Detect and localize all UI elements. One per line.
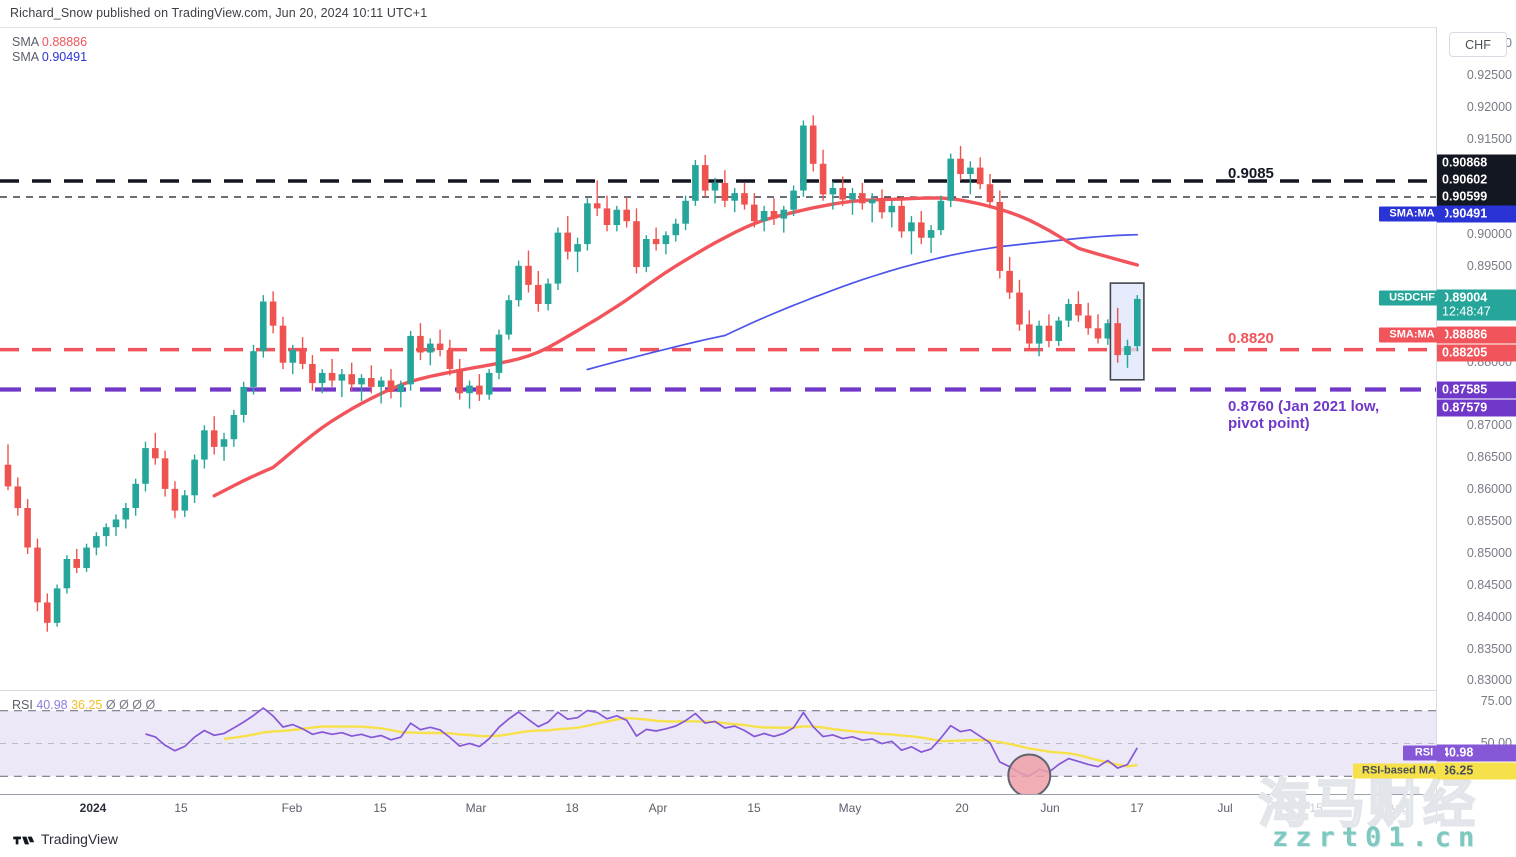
price-plot bbox=[0, 115, 1436, 632]
time-axis-tick: Jul bbox=[1217, 801, 1233, 815]
legend-value-sma-fast: 0.88886 bbox=[41, 35, 88, 49]
tag-90599: 0.90599 bbox=[1437, 188, 1516, 206]
rsi-pane[interactable]: RSI 40.98 36.25 Ø Ø Ø Ø bbox=[0, 690, 1437, 795]
price-axis-tick: 0.83500 bbox=[1466, 641, 1512, 656]
price-axis-tick: 0.84000 bbox=[1466, 609, 1512, 624]
rsi-legend-empty-3: Ø bbox=[132, 698, 143, 712]
support-tag: 0.88205 bbox=[1437, 344, 1516, 362]
high-tag: 0.90868 bbox=[1437, 154, 1516, 172]
attribution-text: Richard_Snow published on TradingView.co… bbox=[10, 6, 428, 20]
time-axis-tick: Apr bbox=[648, 801, 668, 815]
price-axis-tick: 0.86500 bbox=[1466, 450, 1512, 465]
time-axis-tick: Feb bbox=[281, 801, 303, 815]
support-annotation: 0.8820 bbox=[1228, 330, 1274, 347]
time-axis-tick: 17 bbox=[1130, 801, 1144, 815]
tradingview-brand-text: TradingView bbox=[41, 831, 119, 847]
resistance-annotation: 0.9085 bbox=[1228, 165, 1274, 182]
time-axis-tick: May bbox=[838, 801, 862, 815]
time-axis-tick: 15 bbox=[747, 801, 761, 815]
tag-90602: 0.90602 bbox=[1437, 171, 1516, 189]
sma-blue-tag-source: SMA:MA bbox=[1379, 206, 1445, 222]
rsi-legend-value: 40.98 bbox=[36, 698, 68, 712]
sma-blue-tag: 0.90491 bbox=[1437, 205, 1516, 223]
rsi-legend-empty-4: Ø bbox=[145, 698, 156, 712]
price-axis-tick: 0.90000 bbox=[1466, 227, 1512, 242]
tradingview-mark-icon bbox=[13, 836, 35, 845]
rsi-value-tag-source: RSI bbox=[1403, 745, 1445, 761]
price-axis-tick: 0.89500 bbox=[1466, 259, 1512, 274]
rsi-value-tag: 40.98 bbox=[1437, 744, 1516, 762]
last-price-tag: 0.89004 12:48:47 bbox=[1437, 289, 1516, 321]
legend-label-sma-slow: SMA bbox=[12, 50, 39, 64]
last-price-tag-source: USDCHF bbox=[1379, 290, 1445, 306]
pivot-annotation: 0.8760 (Jan 2021 low, pivot point) bbox=[1228, 398, 1380, 432]
footer-bar bbox=[0, 824, 1516, 857]
price-axis-tick: 0.92000 bbox=[1466, 99, 1512, 114]
time-axis[interactable]: 2024 15 Feb 15 Mar 18 Apr 15 May 20 Jun 17 Jul 15 Aug bbox=[0, 795, 1437, 824]
sma-red-tag-source: SMA:MA bbox=[1379, 327, 1445, 343]
rsi-ma-tag: 36.25 bbox=[1437, 762, 1516, 780]
time-axis-tick: 2024 bbox=[79, 801, 107, 815]
price-chart-pane[interactable]: SMA 0.88886 SMA 0.90491 bbox=[0, 27, 1437, 690]
price-axis-tick: 0.87000 bbox=[1466, 418, 1512, 433]
time-axis-tick: Mar bbox=[465, 801, 487, 815]
rsi-legend-ma-value: 36.25 bbox=[71, 698, 103, 712]
time-axis-tick: 15 bbox=[1309, 801, 1323, 815]
rsi-legend-empty-2: Ø bbox=[119, 698, 129, 712]
time-axis-tick: Jun bbox=[1040, 801, 1060, 815]
rsi-legend: RSI 40.98 36.25 Ø Ø Ø Ø bbox=[12, 698, 155, 713]
currency-badge[interactable]: CHF bbox=[1449, 32, 1507, 57]
rsi-ma-tag-source: RSI-based MA bbox=[1353, 763, 1445, 779]
price-axis-tick: 0.85500 bbox=[1466, 514, 1512, 529]
time-axis-tick: 18 bbox=[565, 801, 579, 815]
price-axis-tick: 0.85000 bbox=[1466, 545, 1512, 560]
sma-red-tag: 0.88886 bbox=[1437, 326, 1516, 344]
rsi-legend-empty-1: Ø bbox=[105, 698, 116, 712]
legend-label-sma-fast: SMA bbox=[12, 35, 39, 49]
time-axis-tick: Aug bbox=[1387, 801, 1409, 815]
rsi-axis[interactable]: 75.00 50.00 40.98 36.25 bbox=[1437, 690, 1516, 795]
pivot-tag-1: 0.87585 bbox=[1437, 381, 1516, 399]
price-axis-tick: 0.86000 bbox=[1466, 482, 1512, 497]
pivot-tag-2: 0.87579 bbox=[1437, 399, 1516, 417]
time-axis-tick: 20 bbox=[955, 801, 969, 815]
rsi-axis-tick: 75.00 bbox=[1480, 694, 1512, 709]
url-watermark: zzrt01.cn bbox=[1272, 822, 1482, 853]
rsi-plot bbox=[0, 707, 1436, 794]
time-axis-tick: 15 bbox=[174, 801, 188, 815]
legend-row-sma-slow: SMA 0.90491 bbox=[12, 50, 87, 65]
rsi-legend-label: RSI bbox=[12, 698, 33, 712]
price-legend: SMA 0.88886 SMA 0.90491 bbox=[12, 35, 87, 65]
price-axis[interactable]: 0.930000.925000.920000.915000.900000.895… bbox=[1437, 27, 1516, 690]
legend-row-sma-fast: SMA 0.88886 bbox=[12, 35, 87, 50]
legend-value-sma-slow: 0.90491 bbox=[41, 50, 88, 64]
price-axis-tick: 0.91500 bbox=[1466, 131, 1512, 146]
price-axis-tick: 0.84500 bbox=[1466, 577, 1512, 592]
countdown-text: 12:48:47 bbox=[1442, 304, 1491, 319]
tradingview-logo[interactable]: TradingView bbox=[13, 831, 118, 847]
time-axis-tick: 15 bbox=[373, 801, 387, 815]
price-axis-tick: 0.92500 bbox=[1466, 67, 1512, 82]
price-axis-tick: 0.83000 bbox=[1466, 673, 1512, 688]
